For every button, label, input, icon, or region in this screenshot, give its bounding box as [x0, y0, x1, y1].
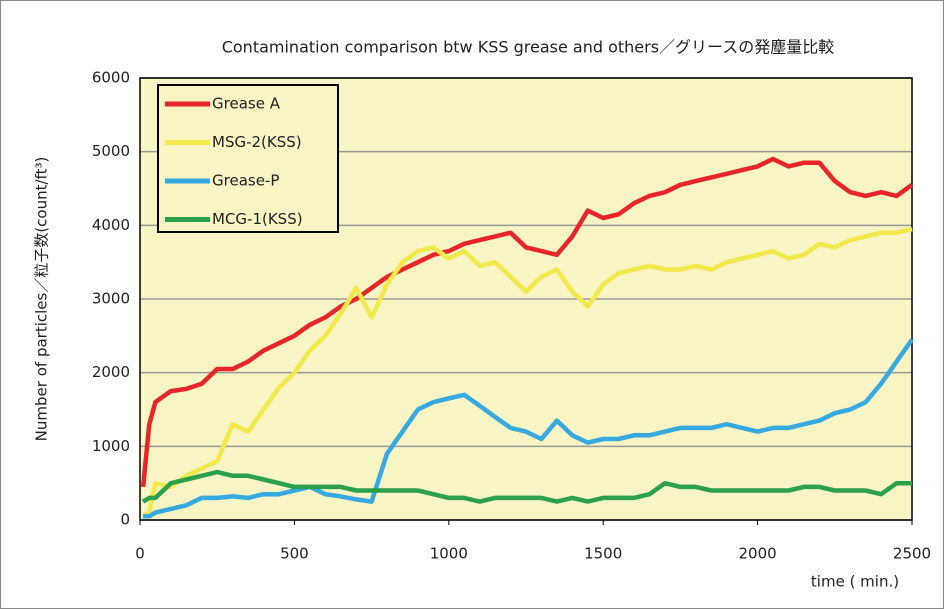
legend-box	[157, 84, 339, 233]
x-tick-label: 1000	[430, 545, 468, 563]
chart-title: Contamination comparison btw KSS grease …	[222, 38, 835, 57]
y-tick-label: 5000	[92, 142, 130, 160]
x-axis-label: time ( min.)	[811, 573, 899, 591]
series-line	[141, 226, 913, 519]
x-tick-label: 2500	[893, 545, 931, 563]
series-line	[143, 338, 914, 519]
series-line	[141, 469, 912, 504]
x-tick-label: 0	[135, 545, 145, 563]
y-tick-label: 4000	[92, 216, 130, 234]
series-line	[140, 156, 914, 488]
y-axis-label: Number of particles／粒子数(count/ft³)	[33, 157, 51, 442]
x-tick-label: 1500	[584, 545, 622, 563]
legend-label: MCG-1(KSS)	[212, 210, 303, 228]
plot-border	[139, 77, 913, 521]
x-tick-label: 2000	[739, 545, 777, 563]
y-tick-label: 1000	[92, 437, 130, 455]
y-tick-label: 0	[120, 511, 130, 529]
legend-label: Grease-P	[212, 172, 279, 190]
x-tick-label: 500	[280, 545, 309, 563]
legend-label: MSG-2(KSS)	[212, 133, 302, 151]
legend-label: Grease A	[212, 95, 281, 113]
y-tick-label: 3000	[92, 290, 130, 308]
y-tick-label: 6000	[92, 69, 130, 87]
y-tick-label: 2000	[92, 363, 130, 381]
